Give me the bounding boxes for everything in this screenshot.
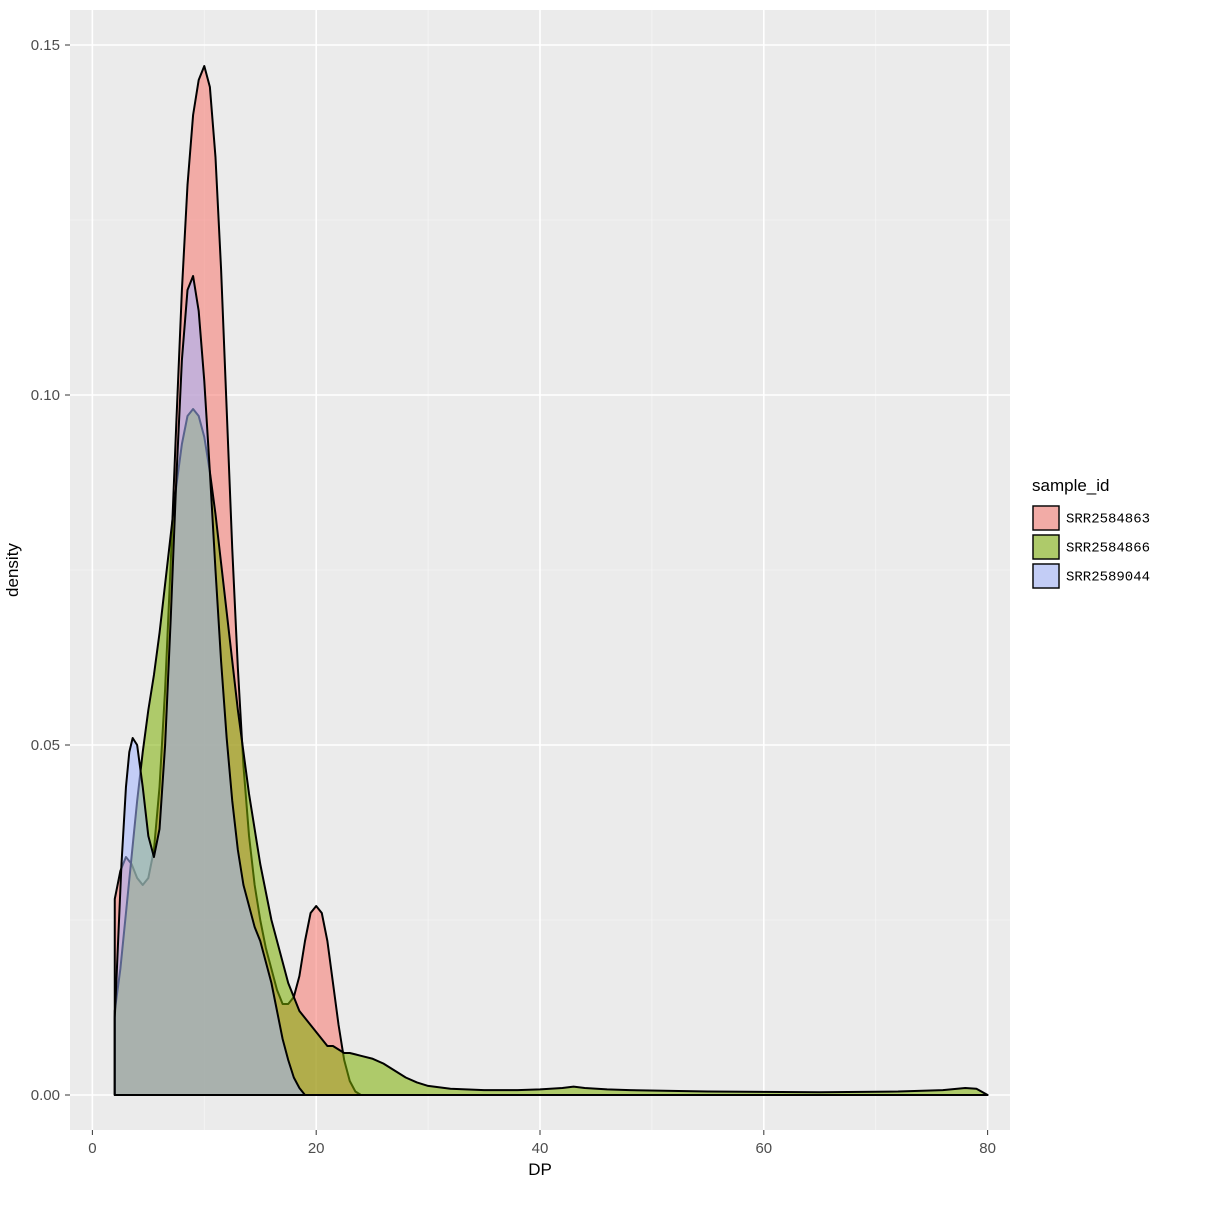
y-tick-label: 0.15 [31, 37, 60, 54]
density-chart: 0 20 40 60 80 0.00 0.05 0.10 0.15 DP density sample… [0, 0, 1224, 1224]
x-tick-label: 60 [755, 1140, 772, 1157]
legend-label: SRR2589044 [1066, 570, 1150, 586]
x-tick-label: 20 [308, 1140, 325, 1157]
y-tick-label: 0.05 [31, 737, 60, 754]
x-tick-label: 80 [979, 1140, 996, 1157]
legend-swatch [1033, 564, 1059, 588]
chart-svg: 0 20 40 60 80 0.00 0.05 0.10 0.15 DP density sample… [0, 0, 1224, 1224]
x-tick-label: 40 [532, 1140, 549, 1157]
x-tick-label: 0 [88, 1140, 96, 1157]
legend-swatch [1033, 535, 1059, 559]
legend-label: SRR2584863 [1066, 512, 1150, 528]
y-axis-label: density [3, 543, 22, 597]
y-tick-label: 0.10 [31, 387, 60, 404]
legend-title: sample_id [1032, 476, 1110, 495]
y-tick-label: 0.00 [31, 1087, 60, 1104]
x-axis-label: DP [528, 1160, 552, 1179]
legend-swatch [1033, 506, 1059, 530]
legend-label: SRR2584866 [1066, 541, 1150, 557]
